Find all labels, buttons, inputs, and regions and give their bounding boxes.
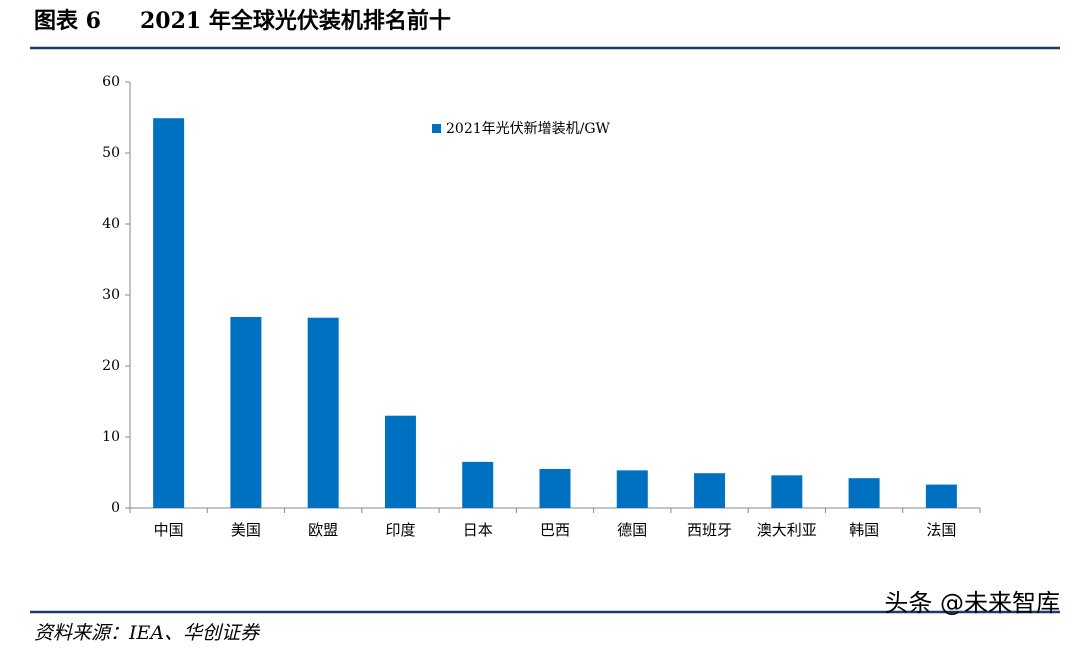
- x-tick-label: 印度: [385, 521, 415, 539]
- bar: [925, 484, 957, 508]
- bar: [307, 317, 339, 508]
- bar: [694, 473, 726, 508]
- y-tick-label: 40: [102, 216, 120, 232]
- x-tick-label: 中国: [154, 521, 184, 539]
- legend-swatch: [432, 124, 441, 133]
- x-tick-label: 法国: [926, 521, 956, 539]
- watermark: 头条 @未来智库: [884, 589, 1060, 617]
- y-tick-label: 30: [102, 287, 120, 303]
- figure-label: 图表 6: [34, 8, 101, 34]
- bar: [230, 317, 262, 508]
- bar: [462, 461, 494, 508]
- source: 资料来源：IEA、华创证券: [34, 622, 261, 644]
- y-tick-label: 10: [102, 429, 120, 445]
- x-tick-label: 巴西: [540, 521, 570, 539]
- x-tick-label: 澳大利亚: [757, 521, 817, 539]
- x-tick-label: 欧盟: [308, 521, 338, 539]
- bar: [539, 468, 571, 508]
- y-tick-label: 60: [102, 74, 120, 90]
- bar: [848, 478, 880, 508]
- bar: [384, 415, 416, 508]
- x-tick-label: 德国: [617, 521, 647, 539]
- x-tick-label: 日本: [463, 521, 493, 539]
- y-tick-label: 20: [102, 358, 120, 374]
- legend-label: 2021年光伏新增装机/GW: [446, 121, 611, 137]
- x-tick-label: 美国: [231, 521, 261, 539]
- chart-title: 2021 年全球光伏装机排名前十: [140, 8, 451, 34]
- y-tick-label: 50: [102, 145, 120, 161]
- bar: [771, 475, 803, 508]
- bar: [616, 470, 648, 508]
- x-tick-label: 韩国: [849, 521, 879, 539]
- x-tick-label: 西班牙: [687, 521, 732, 539]
- bar: [153, 118, 185, 509]
- y-tick-label: 0: [111, 500, 120, 516]
